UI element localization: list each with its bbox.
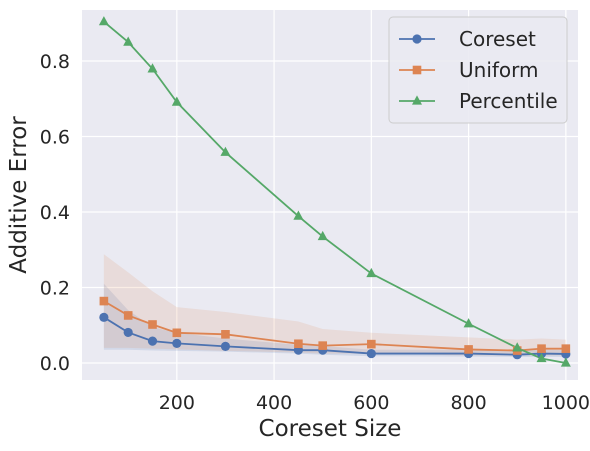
- point-uniform: [464, 345, 473, 354]
- point-percentile: [171, 96, 182, 106]
- y-tick-label: 0.0: [40, 353, 70, 375]
- point-uniform: [172, 328, 182, 338]
- point-coreset: [220, 341, 231, 351]
- legend-marker-percentile: [412, 95, 422, 105]
- x-tick-label: 200: [159, 392, 195, 414]
- x-tick-label: 800: [450, 392, 486, 414]
- x-tick-label: 1000: [542, 392, 590, 414]
- point-uniform: [318, 341, 328, 350]
- legend: Coreset Uniform Percentile: [388, 16, 568, 124]
- y-tick-label: 0.8: [40, 51, 70, 73]
- point-percentile: [366, 267, 377, 278]
- legend-label-coreset: Coreset: [459, 27, 536, 51]
- point-percentile: [98, 16, 109, 26]
- series-markers: [98, 16, 571, 367]
- x-tick-label: 600: [353, 392, 389, 414]
- point-uniform: [367, 339, 376, 349]
- point-uniform: [123, 311, 133, 320]
- point-uniform: [221, 330, 230, 339]
- point-coreset: [99, 312, 109, 322]
- x-axis-ticks: 200 400 600 800 1000: [159, 392, 590, 414]
- y-tick-label: 0.4: [40, 202, 70, 224]
- point-coreset: [172, 338, 182, 348]
- point-uniform: [148, 320, 157, 329]
- x-tick-label: 400: [256, 392, 292, 414]
- legend-label-uniform: Uniform: [459, 58, 539, 82]
- confidence-band-uniform: [103, 254, 566, 356]
- point-percentile: [536, 352, 547, 363]
- legend-marker-uniform: [412, 65, 422, 75]
- legend-box: [388, 16, 568, 124]
- point-percentile: [147, 63, 158, 73]
- y-axis-label: Additive Error: [6, 116, 32, 274]
- point-uniform: [537, 344, 546, 353]
- point-coreset: [147, 336, 158, 346]
- y-tick-label: 0.2: [40, 278, 70, 300]
- point-uniform: [99, 296, 109, 306]
- point-uniform: [294, 339, 303, 349]
- point-coreset: [366, 348, 376, 359]
- point-uniform: [561, 344, 571, 353]
- legend-marker-coreset: [412, 34, 422, 44]
- point-percentile: [560, 357, 571, 367]
- point-percentile: [317, 230, 328, 241]
- legend-label-percentile: Percentile: [459, 89, 558, 113]
- x-axis-label: Coreset Size: [259, 416, 402, 442]
- point-coreset: [123, 327, 133, 338]
- point-percentile: [512, 342, 523, 352]
- point-percentile: [463, 318, 474, 328]
- point-percentile: [123, 36, 134, 46]
- point-percentile: [293, 210, 304, 220]
- y-tick-label: 0.6: [40, 126, 70, 148]
- confidence-band-coreset: [103, 283, 566, 357]
- point-percentile: [220, 146, 231, 156]
- confidence-bands: [103, 254, 566, 357]
- y-axis-ticks: 0.0 0.2 0.4 0.6 0.8: [40, 51, 70, 375]
